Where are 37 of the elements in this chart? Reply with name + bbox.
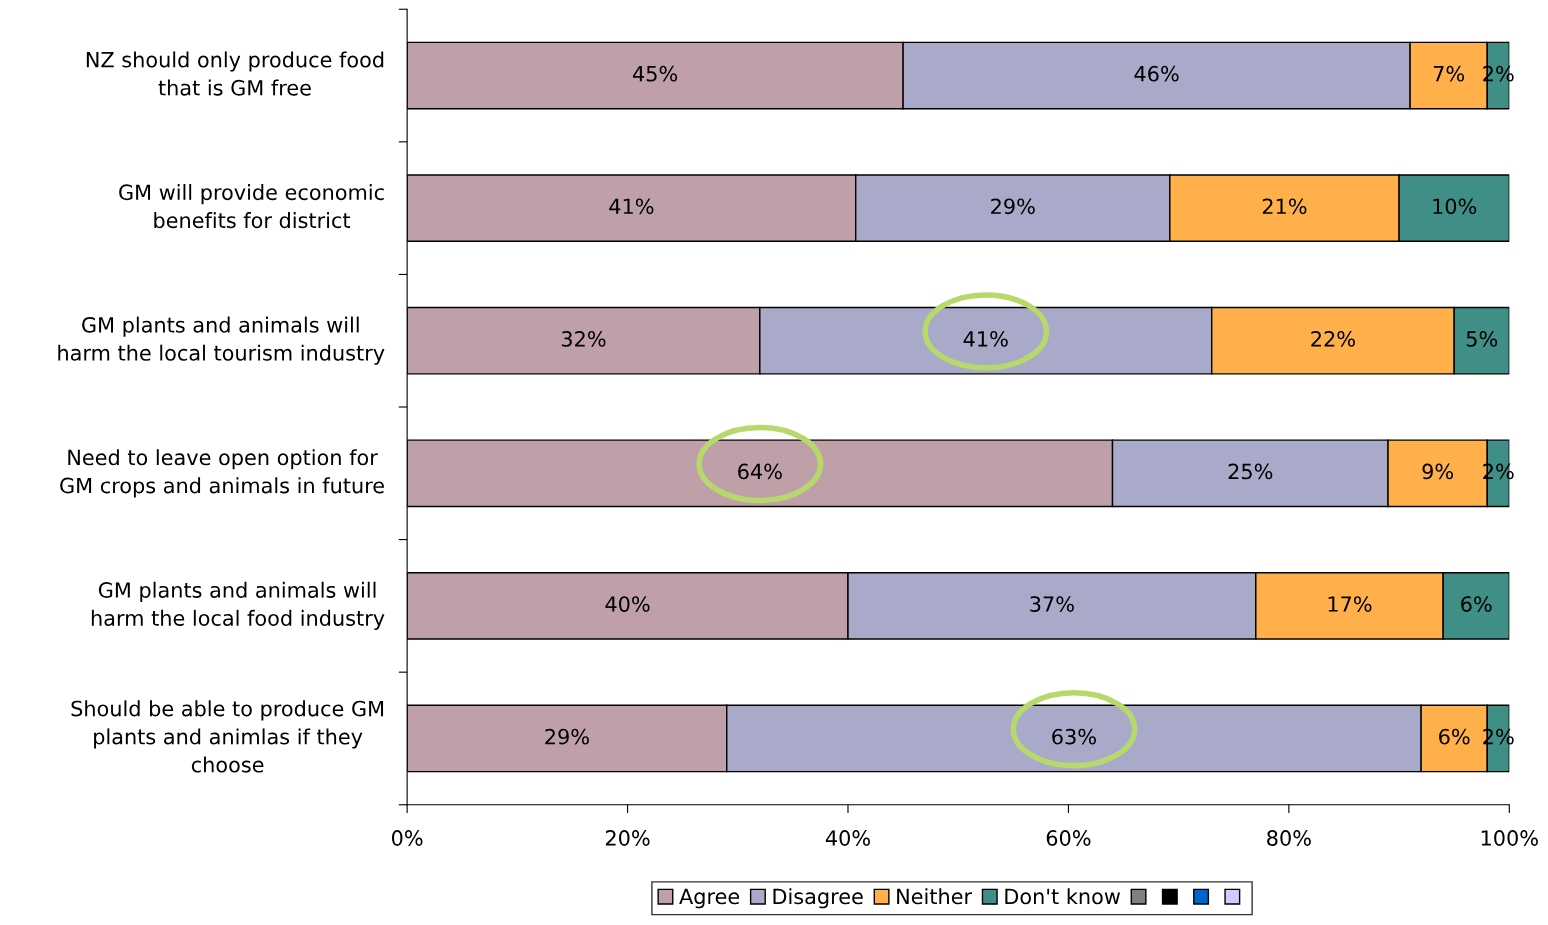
data-label: 46%	[1134, 65, 1179, 82]
data-label: 64%	[738, 463, 782, 480]
x-tick-label: 80%	[1267, 830, 1311, 846]
data-label: 63%	[1052, 728, 1096, 745]
x-tick-label: 40%	[825, 830, 870, 846]
data-label: 17%	[1328, 596, 1372, 612]
legend-label: Neither	[897, 888, 973, 905]
y-tick-label: Should be able to produce GM plants and animlas if they choose	[71, 700, 384, 773]
data-label: 22%	[1311, 330, 1355, 347]
data-label: 25%	[1228, 463, 1273, 480]
y-tick-label: NZ should only produce food that is GM free	[86, 51, 384, 96]
x-tick-label: 60%	[1046, 830, 1091, 846]
y-tick-label: GM will provide economic benefits for district	[119, 184, 384, 229]
legend-label: Agree	[679, 888, 740, 909]
x-tick-label: 20%	[605, 830, 650, 846]
data-label: 32%	[561, 330, 606, 347]
legend-label: Disagree	[773, 888, 863, 909]
y-tick-label: GM plants and animals will harm the local tourism industry	[58, 316, 385, 365]
data-label: 45%	[632, 65, 678, 82]
legend-label: Don't know	[1005, 888, 1121, 905]
x-tick-label: 0%	[391, 830, 423, 846]
y-tick-label: Need to leave open option for GM crops and animals in future	[60, 449, 384, 498]
data-label: 29%	[991, 198, 1035, 215]
data-label: 21%	[1262, 198, 1307, 215]
data-label: 6%	[1439, 728, 1470, 745]
data-label: 9%	[1422, 463, 1454, 480]
data-label: 6%	[1461, 596, 1492, 612]
x-tick-label: 100%	[1481, 830, 1538, 846]
data-label: 37%	[1030, 596, 1074, 612]
y-tick-label: GM plants and animals will harm the local food industry	[91, 581, 385, 630]
data-label: 7%	[1433, 65, 1465, 82]
data-label: 41%	[963, 330, 1008, 347]
data-label: 41%	[609, 198, 654, 215]
data-label: 10%	[1433, 198, 1477, 215]
data-label: 5%	[1466, 330, 1498, 347]
data-label: 29%	[545, 728, 589, 745]
data-label: 40%	[605, 596, 650, 612]
